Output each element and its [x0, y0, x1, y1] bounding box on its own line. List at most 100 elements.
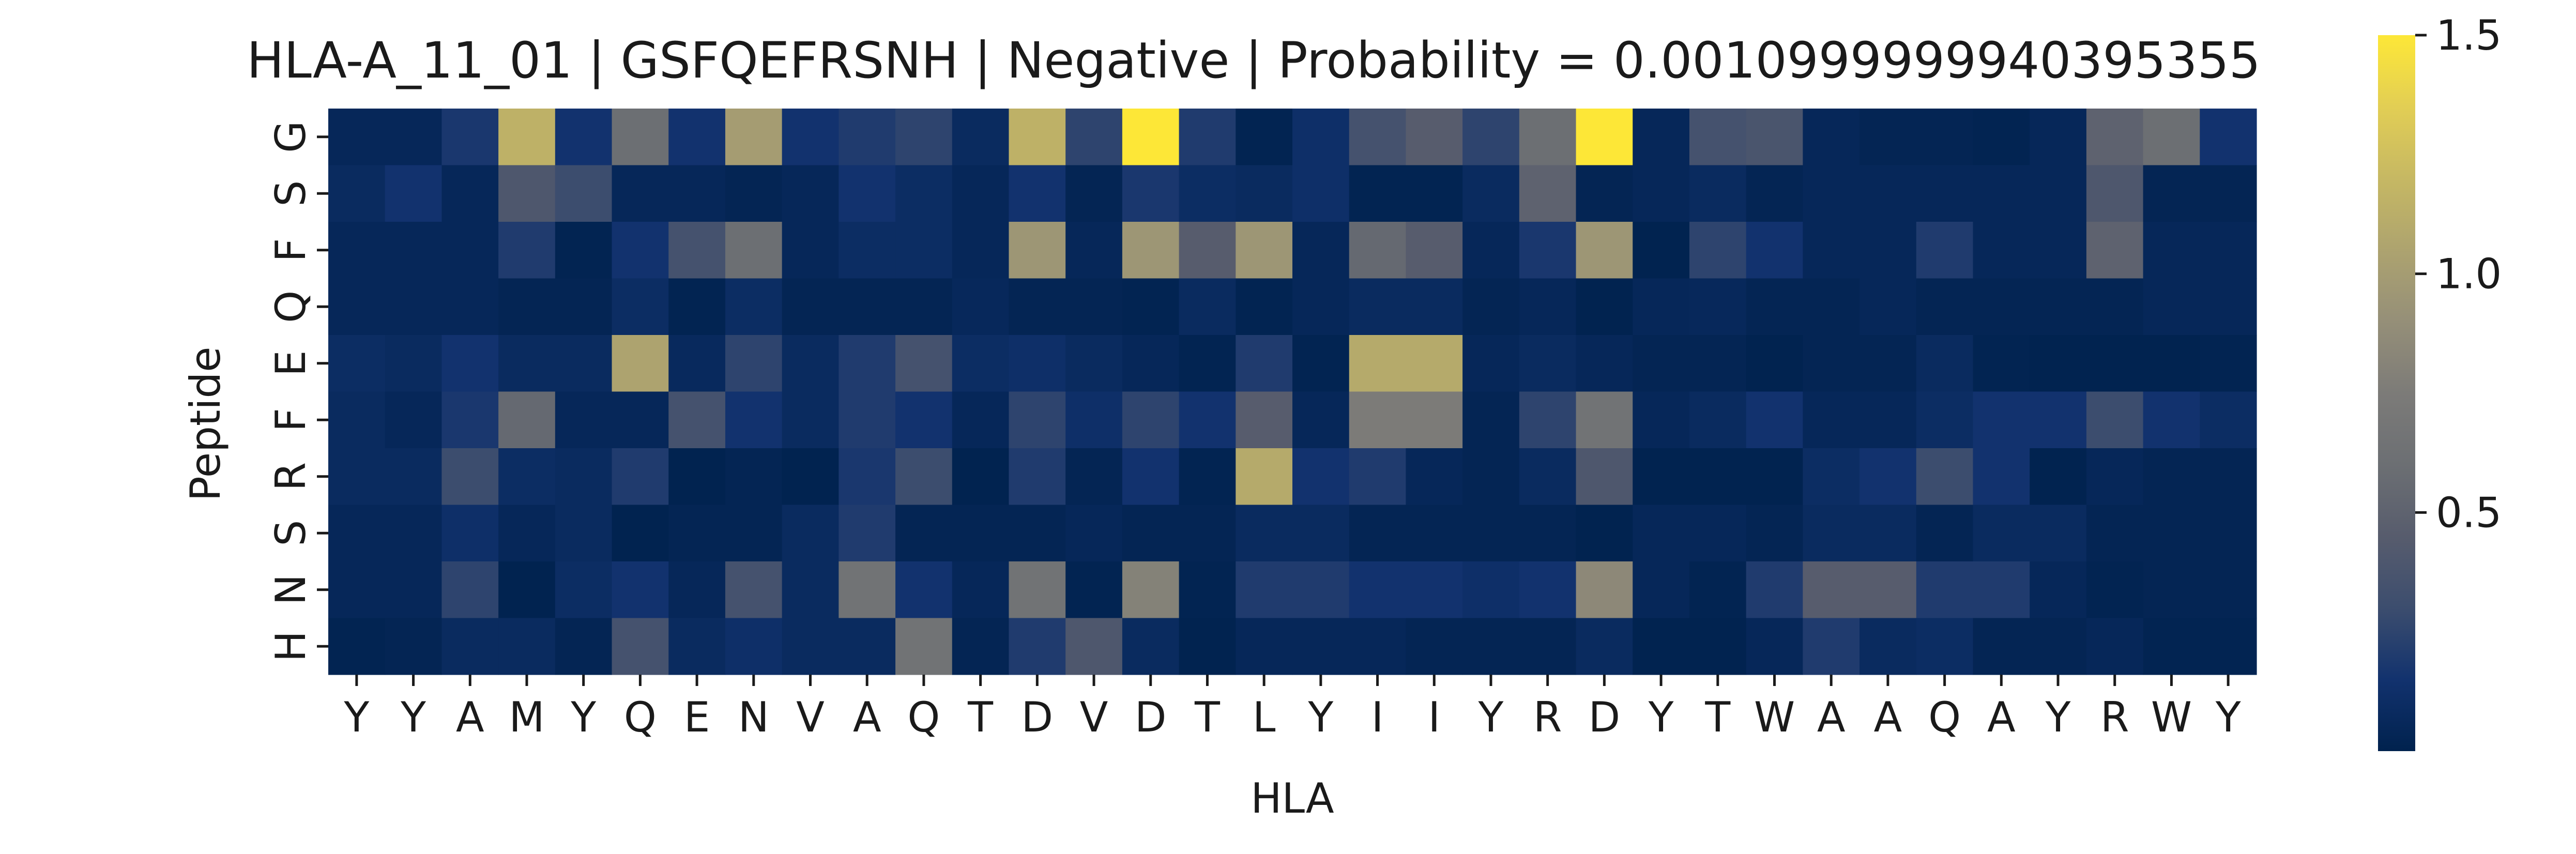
heatmap-cell	[2030, 448, 2087, 506]
heatmap-cell	[839, 278, 896, 335]
heatmap-cell	[1916, 448, 1974, 506]
x-tick-label: A	[456, 693, 484, 741]
heatmap-cell	[328, 448, 386, 506]
heatmap-cell	[1065, 222, 1123, 279]
heatmap-cell	[895, 618, 953, 675]
heatmap-cell	[1803, 109, 1860, 166]
heatmap-cell	[1746, 391, 1803, 449]
heatmap-cell	[385, 335, 443, 392]
heatmap-cell	[2030, 222, 2087, 279]
heatmap-cell	[1576, 618, 1633, 675]
heatmap-cell	[2030, 618, 2087, 675]
heatmap-cell	[2200, 448, 2257, 506]
heatmap-cell	[2143, 165, 2200, 222]
colorbar-tick-label: 1.5	[2436, 11, 2502, 59]
y-tick-label: N	[267, 574, 315, 605]
heatmap-cell	[385, 222, 443, 279]
heatmap-cell	[952, 278, 1010, 335]
heatmap-cell	[668, 335, 726, 392]
heatmap-cell	[328, 391, 386, 449]
heatmap-cell	[1519, 335, 1577, 392]
heatmap-cell	[725, 618, 783, 675]
heatmap-cell	[385, 618, 443, 675]
heatmap-cell	[1803, 278, 1860, 335]
heatmap-cell	[1292, 561, 1350, 619]
heatmap-cell	[952, 165, 1010, 222]
heatmap-cell	[668, 109, 726, 166]
heatmap-cell	[1916, 222, 1974, 279]
heatmap-cell	[839, 109, 896, 166]
heatmap-cell	[1859, 618, 1917, 675]
heatmap-cell	[498, 165, 556, 222]
heatmap-cell	[328, 278, 386, 335]
heatmap-cell	[1236, 561, 1293, 619]
heatmap-cell	[1689, 278, 1747, 335]
x-tick-label: W	[2151, 693, 2192, 741]
heatmap-cell	[1349, 335, 1407, 392]
x-tick-label: Y	[343, 693, 370, 741]
heatmap-cell	[1519, 278, 1577, 335]
x-tick-label: R	[2100, 693, 2129, 741]
heatmap-cell	[839, 165, 896, 222]
heatmap-cell	[952, 391, 1010, 449]
heatmap-cell	[2086, 335, 2144, 392]
x-tick-label: V	[796, 693, 825, 741]
y-tick-label: S	[267, 180, 315, 207]
heatmap-cell	[1803, 391, 1860, 449]
heatmap-cell	[1179, 278, 1236, 335]
heatmap-cell	[1973, 391, 2030, 449]
heatmap-cell	[725, 109, 783, 166]
heatmap-cell	[1746, 448, 1803, 506]
x-tick-label: Y	[2045, 693, 2071, 741]
heatmap-cell	[1576, 335, 1633, 392]
heatmap-cell	[1349, 448, 1407, 506]
heatmap-cell	[1292, 448, 1350, 506]
heatmap-cell	[2200, 561, 2257, 619]
heatmap-cell	[1009, 391, 1066, 449]
heatmap-cell	[1462, 505, 1520, 562]
heatmap-cell	[555, 335, 613, 392]
heatmap-cell	[1519, 391, 1577, 449]
heatmap-cell	[1803, 448, 1860, 506]
heatmap-cell	[782, 109, 839, 166]
x-tick-label: D	[1135, 693, 1167, 741]
heatmap-cell	[1973, 505, 2030, 562]
heatmap-cell	[1406, 448, 1463, 506]
heatmap-cell	[1576, 505, 1633, 562]
heatmap-cell	[1576, 391, 1633, 449]
heatmap-cell	[1689, 448, 1747, 506]
heatmap-cell	[385, 278, 443, 335]
heatmap-cell	[1462, 618, 1520, 675]
heatmap-cell	[1633, 391, 1690, 449]
heatmap-cell	[498, 505, 556, 562]
heatmap-cell	[1973, 278, 2030, 335]
heatmap-cell	[1292, 165, 1350, 222]
heatmap-cell	[498, 278, 556, 335]
heatmap-cell	[2143, 278, 2200, 335]
x-tick-label: Y	[1307, 693, 1334, 741]
heatmap-cell	[1916, 561, 1974, 619]
heatmap-cell	[725, 335, 783, 392]
heatmap-cell	[1633, 165, 1690, 222]
heatmap-cell	[1349, 222, 1407, 279]
y-tick-label: G	[267, 121, 315, 153]
heatmap-cell	[2200, 165, 2257, 222]
heatmap-cell	[1519, 222, 1577, 279]
heatmap-cell	[1236, 335, 1293, 392]
heatmap-cell	[1179, 561, 1236, 619]
heatmap-cell	[1349, 618, 1407, 675]
heatmap-cell	[1633, 222, 1690, 279]
heatmap-cell	[839, 618, 896, 675]
heatmap-cell	[1576, 561, 1633, 619]
x-tick-label: V	[1080, 693, 1108, 741]
heatmap-cell	[782, 561, 839, 619]
y-tick-label: R	[267, 462, 315, 491]
x-tick-label: Q	[624, 693, 657, 741]
heatmap-cell	[1576, 109, 1633, 166]
x-tick-label: T	[1194, 693, 1221, 741]
heatmap-cell	[1462, 109, 1520, 166]
heatmap-cell	[498, 222, 556, 279]
heatmap-cell	[1406, 618, 1463, 675]
heatmap-cell	[385, 165, 443, 222]
